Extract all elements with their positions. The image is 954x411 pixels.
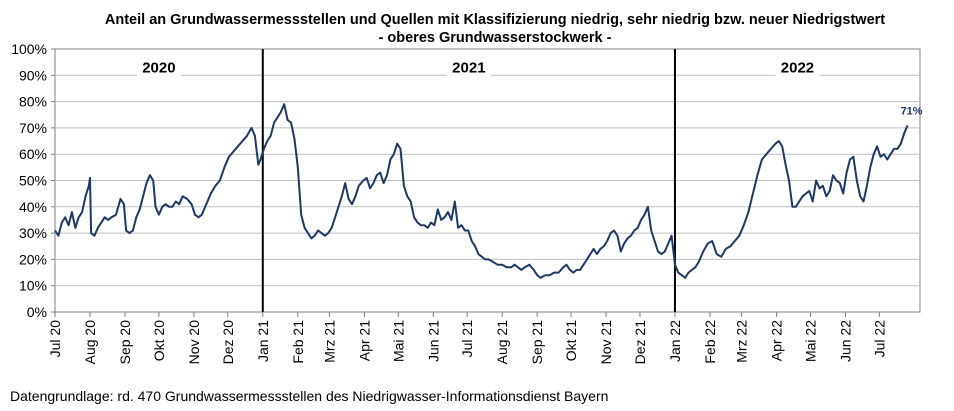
x-tick-label: Jul 21: [459, 320, 475, 358]
x-tick-label: Okt 20: [151, 320, 167, 361]
x-tick-label: Sep 20: [117, 320, 133, 365]
y-tick-label: 100%: [11, 41, 47, 57]
x-tick-label: Okt 21: [563, 320, 579, 361]
year-label: 2021: [452, 59, 485, 76]
data-source-note: Datengrundlage: rd. 470 Grundwassermesss…: [10, 388, 609, 404]
y-tick-label: 0%: [27, 304, 47, 320]
x-tick-label: Nov 20: [186, 320, 202, 365]
x-tick-label: Mai 21: [390, 320, 406, 362]
x-tick-label: Jul 22: [871, 320, 887, 358]
y-tick-label: 50%: [19, 173, 47, 189]
x-tick-label: Aug 20: [82, 320, 98, 365]
y-tick-label: 20%: [19, 251, 47, 267]
x-tick-label: Mrz 22: [734, 320, 750, 363]
y-tick-label: 10%: [19, 278, 47, 294]
x-tick-label: Dez 20: [220, 320, 236, 365]
x-tick-label: Jun 22: [837, 320, 853, 362]
y-tick-label: 90%: [19, 67, 47, 83]
chart-subtitle: - oberes Grundwasserstockwerk -: [378, 30, 612, 46]
x-tick-label: Apr 22: [769, 320, 785, 361]
y-tick-label: 40%: [19, 199, 47, 215]
year-label: 2022: [781, 59, 814, 76]
x-tick-label: Feb 22: [702, 320, 718, 364]
year-label: 2020: [142, 59, 175, 76]
series-line: [54, 103, 909, 279]
x-tick-label: Apr 21: [356, 320, 372, 361]
y-tick-label: 60%: [19, 146, 47, 162]
x-tick-label: Jul 20: [47, 320, 63, 358]
x-tick-label: Mai 22: [802, 320, 818, 362]
y-tick-label: 70%: [19, 120, 47, 136]
x-tick-label: Jan 21: [255, 320, 271, 362]
x-tick-label: Feb 21: [290, 320, 306, 364]
year-label-bg: [136, 57, 181, 78]
x-tick-label: Dez 21: [632, 320, 648, 365]
year-label-bg: [775, 57, 820, 78]
x-tick-label: Jan 22: [667, 320, 683, 362]
y-tick-label: 80%: [19, 94, 47, 110]
end-value-label: 71%: [901, 105, 923, 117]
chart-title: Anteil an Grundwassermessstellen und Que…: [104, 12, 886, 28]
x-tick-label: Sep 21: [529, 320, 545, 365]
year-label-bg: [446, 57, 491, 78]
y-tick-label: 30%: [19, 225, 47, 241]
x-tick-label: Nov 21: [598, 320, 614, 365]
x-tick-label: Aug 21: [494, 320, 510, 365]
x-tick-label: Mrz 21: [321, 320, 337, 363]
x-tick-label: Jun 21: [425, 320, 441, 362]
